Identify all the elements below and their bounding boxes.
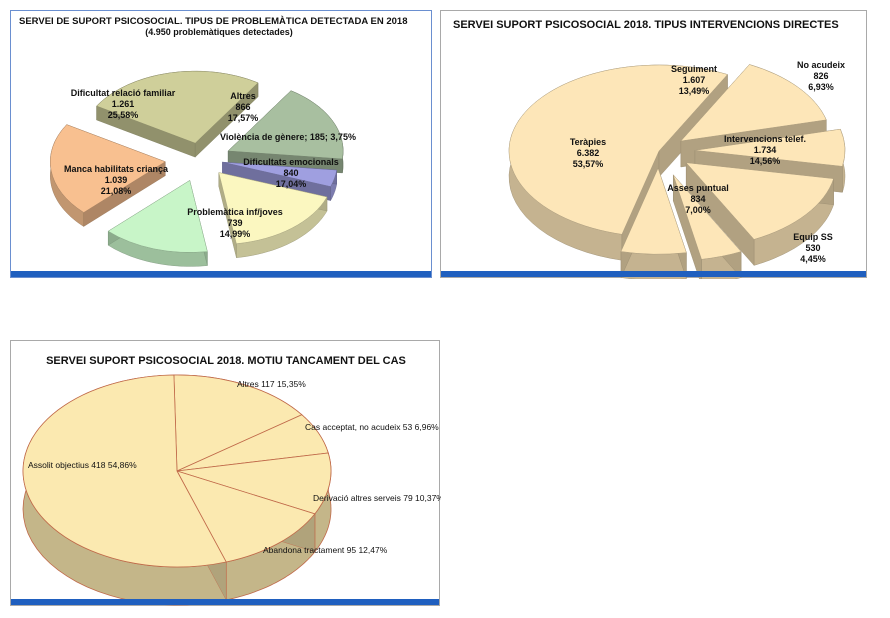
pie-slice [680,64,827,142]
chart-panel-intervencions: SERVEI SUPORT PSICOSOCIAL 2018. TIPUS IN… [440,10,867,279]
pie-slice [620,167,687,255]
slice-label: Violència de gènere; 185; 3,75% [220,132,356,142]
slice-label-pct: 13,49% [679,86,710,96]
slice-label-value: 530 [805,243,820,253]
panel-bottom-bar [11,599,439,605]
slice-label-name: Dificultat relació familiar [71,88,176,98]
slice-label-pct: 21,08% [101,186,132,196]
slice-label-name: Intervencions telef. [724,134,806,144]
pie-chart-problematica: SERVEI DE SUPORT PSICOSOCIAL. TIPUS DE P… [19,16,408,267]
chart-title: SERVEI SUPORT PSICOSOCIAL 2018. MOTIU TA… [46,355,406,367]
slice-label-value: 739 [227,218,242,228]
chart-panel-tancament: SERVEI SUPORT PSICOSOCIAL 2018. MOTIU TA… [10,340,441,606]
pie-slice [694,128,846,167]
pie-slice [50,124,166,213]
slice-label-pct: 17,04% [276,179,307,189]
pie-chart-intervencions: SERVEI SUPORT PSICOSOCIAL 2018. TIPUS IN… [453,19,846,279]
slice-label-name: No acudeix [797,60,845,70]
pie-slice [22,374,227,568]
slice-label-name: Teràpies [570,137,606,147]
slice-label-pct: 17,57% [228,113,259,123]
slice-label-value: 1.607 [683,75,706,85]
slice-label: Assolit objectius 418 54,86% [28,460,137,470]
panel-bottom-bar [11,271,431,277]
pie-slice [685,162,834,240]
slice-label-value: 1.039 [105,175,128,185]
slice-label: Abandona tractament 95 12,47% [263,545,388,555]
slice-label: Derivació altres serveis 79 10,37% [313,493,441,503]
chart-panel-problematica: SERVEI DE SUPORT PSICOSOCIAL. TIPUS DE P… [10,10,432,278]
pie-chart-tancament: SERVEI SUPORT PSICOSOCIAL 2018. MOTIU TA… [22,355,441,606]
pie-slice [173,374,303,472]
slice-label-value: 1.261 [112,99,135,109]
slice-label-name: Equip SS [793,232,833,242]
pie-slice [222,161,338,187]
slice-label-value: 866 [235,102,250,112]
pie-slice [107,180,208,253]
slice-label-name: Dificultats emocionals [243,157,339,167]
pie-slice [227,90,344,160]
slice-label: Altres 117 15,35% [237,379,306,389]
panel-bottom-bar [441,271,866,277]
slice-label-pct: 4,45% [800,254,826,264]
pie-slice [218,172,328,244]
pie-slice [176,470,316,563]
slice-label-value: 840 [283,168,298,178]
slice-label: Cas acceptat, no acudeix 53 6,96% [305,422,439,432]
slice-label-value: 826 [813,71,828,81]
slice-label-value: 1.734 [754,145,777,155]
slice-label-pct: 7,00% [685,205,711,215]
chart-title: SERVEI DE SUPORT PSICOSOCIAL. TIPUS DE P… [19,16,408,27]
slice-label-value: 834 [690,194,705,204]
slice-label-pct: 6,93% [808,82,834,92]
slice-label-pct: 14,99% [220,229,251,239]
pie-slice [673,174,742,260]
slice-label-value: 6.382 [577,148,600,158]
slice-label-name: Seguiment [671,64,717,74]
slice-label-pct: 14,56% [750,156,781,166]
pie-slice [96,70,259,144]
slice-label-name: Altres [230,91,256,101]
chart-title: SERVEI SUPORT PSICOSOCIAL 2018. TIPUS IN… [453,19,839,31]
slice-label-pct: 53,57% [573,159,604,169]
pie-slice [508,64,728,235]
slice-label-pct: 25,58% [108,110,139,120]
slice-label-name: Asses puntual [667,183,729,193]
chart-subtitle: (4.950 problemàtiques detectades) [145,27,293,37]
pie-slice [176,452,332,515]
slice-label-name: Problemàtica inf/joves [187,207,283,217]
slice-label-name: Manca habilitats criança [64,164,169,174]
